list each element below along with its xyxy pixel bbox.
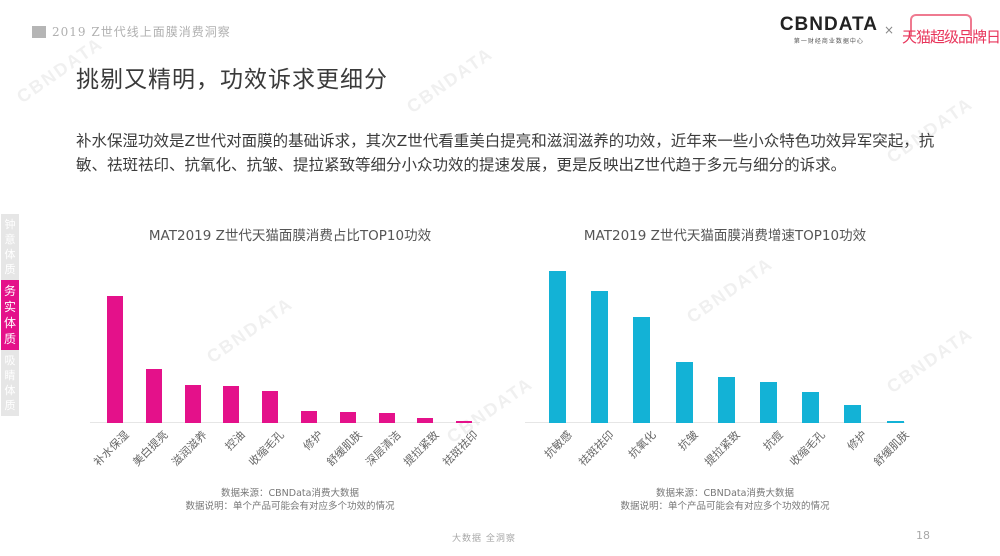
data-source-note: 数据来源：CBNData消费大数据 (656, 488, 794, 499)
plot-area (90, 224, 480, 423)
bar (549, 271, 566, 423)
tab-char: 吸 (4, 354, 16, 367)
x-tick-label: 舒缓肌肤 (324, 428, 365, 469)
tab-char: 意 (4, 233, 16, 246)
x-tick-label: 抗皱 (675, 428, 701, 454)
tab-char: 质 (4, 399, 16, 412)
x-tick-label: 收缩毛孔 (246, 428, 287, 469)
x-tick-label: 抗痘 (760, 428, 786, 454)
bar (633, 317, 651, 423)
watermark: CBNDATA (403, 43, 497, 118)
bar (591, 291, 609, 423)
page-number: 18 (916, 529, 930, 542)
bar (184, 385, 201, 423)
x-tick-label: 提拉紧致 (401, 428, 443, 469)
x-tick-label: 滋润滋养 (168, 428, 210, 469)
tab-char: 体 (4, 384, 16, 397)
bar (456, 421, 473, 423)
report-header: 2019 Z世代线上面膜消费洞察 (32, 23, 231, 40)
tmall-wordmark: 天猫超级品牌日 (902, 28, 1000, 46)
bar (262, 391, 279, 423)
header-square-icon (32, 25, 46, 38)
data-source-note: 数据来源：CBNData消费大数据 (221, 488, 359, 499)
bar (675, 362, 693, 423)
bar (717, 377, 735, 423)
bar (417, 418, 434, 423)
cbndata-wordmark: CBNDATA (779, 14, 878, 35)
tab-char: 实 (3, 300, 16, 314)
intro-paragraph: 补水保湿功效是Z世代对面膜的基础诉求，其次Z世代看重美白提亮和滋润滋养的功效，近… (76, 132, 935, 174)
section-tabs: 钟意体质 务实体质 吸睛体质 (1, 214, 19, 416)
footer-slogan: 大数据 全洞察 (452, 534, 516, 544)
bar (301, 411, 317, 423)
x-tick-label: 修护 (844, 428, 870, 454)
x-tick-label: 美白提亮 (130, 428, 171, 469)
bar (145, 369, 162, 423)
tmall-cat-icon (910, 14, 972, 36)
logo-separator: × (883, 23, 894, 37)
tab-char: 体 (4, 248, 16, 261)
section-tab-3[interactable]: 吸睛体质 (1, 350, 19, 416)
tab-char: 质 (3, 332, 16, 346)
bar (760, 382, 777, 423)
x-tick-label: 修护 (300, 428, 326, 454)
x-axis-line (90, 422, 480, 423)
data-description-note: 数据说明：单个产品可能会有对应多个功效的情况 (620, 501, 830, 512)
cbndata-subtitle: 第一财经商业数据中心 (793, 38, 864, 45)
x-tick-label: 补水保湿 (91, 428, 132, 469)
share-top10-chart: MAT2019 Z世代天猫面膜消费占比TOP10功效 数据来源：CBNData消… (90, 224, 490, 524)
section-tab-1[interactable]: 钟意体质 (1, 214, 19, 280)
tab-char: 质 (4, 263, 16, 276)
bar (107, 296, 123, 423)
cbndata-logo: CBNDATA 第一财经商业数据中心 (779, 14, 878, 46)
x-tick-label: 抗氧化 (625, 428, 659, 461)
tab-char: 钟 (4, 218, 16, 231)
bar (886, 421, 904, 423)
tab-char: 体 (3, 316, 16, 330)
bar (844, 405, 862, 423)
tab-char: 务 (3, 284, 16, 298)
bar (223, 386, 240, 423)
section-tab-2[interactable]: 务实体质 (1, 280, 19, 350)
bar (802, 392, 820, 423)
x-tick-label: 控油 (223, 428, 249, 454)
x-tick-label: 舒缓肌肤 (871, 428, 912, 469)
x-tick-label: 祛斑祛印 (576, 428, 617, 469)
x-tick-label: 深层清洁 (362, 428, 404, 469)
plot-area (525, 224, 905, 423)
page-title: 挑剔又精明，功效诉求更细分 (76, 67, 388, 93)
tab-char: 睛 (4, 369, 16, 382)
x-tick-label: 提拉紧致 (702, 428, 743, 469)
chart-title: MAT2019 Z世代天猫面膜消费增速TOP10功效 (583, 228, 867, 244)
growth-top10-chart: MAT2019 Z世代天猫面膜消费增速TOP10功效 数据来源：CBNData消… (525, 224, 925, 524)
report-tag: 2019 Z世代线上面膜消费洞察 (52, 25, 231, 39)
chart-title: MAT2019 Z世代天猫面膜消费占比TOP10功效 (148, 228, 432, 244)
bar (339, 412, 356, 423)
partner-logos: CBNDATA 第一财经商业数据中心 × 天猫超级品牌日 (779, 12, 1000, 48)
tmall-logo: 天猫超级品牌日 (900, 12, 1000, 48)
x-tick-label: 抗敏感 (541, 428, 575, 461)
bar (378, 413, 395, 423)
x-tick-label: 祛斑祛印 (440, 428, 481, 469)
data-description-note: 数据说明：单个产品可能会有对应多个功效的情况 (185, 501, 395, 512)
x-tick-label: 收缩毛孔 (787, 428, 828, 469)
x-axis-line (525, 422, 905, 423)
